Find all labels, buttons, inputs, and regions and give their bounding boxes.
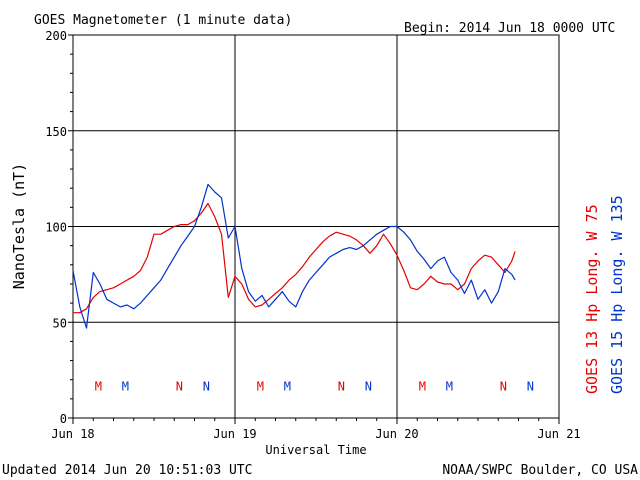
updated-timestamp: Updated 2014 Jun 20 10:51:03 UTC	[2, 463, 252, 478]
annotation-marker: N	[527, 379, 534, 393]
chart-title: GOES Magnetometer (1 minute data)	[34, 13, 292, 28]
legend-goes15: GOES 15 Hp Long. W 135	[608, 195, 626, 394]
annotation-marker: M	[257, 379, 264, 393]
x-axis: Jun 18 Jun 19 Jun 20 Jun 21	[51, 418, 581, 441]
y-tick-label: 50	[53, 316, 67, 330]
x-tick-label: Jun 20	[375, 427, 418, 441]
x-tick-label: Jun 18	[51, 427, 94, 441]
series-lines	[72, 183, 516, 329]
y-tick-label: 200	[45, 29, 67, 43]
annotation-marker: M	[122, 379, 129, 393]
annotation-marker: M	[95, 379, 102, 393]
legend-goes13: GOES 13 Hp Long. W 75	[583, 204, 601, 394]
annotation-marker: N	[203, 379, 210, 393]
y-axis-label: NanoTesla (nT)	[10, 163, 28, 289]
x-tick-label: Jun 21	[537, 427, 580, 441]
series-line-goes15	[72, 183, 516, 329]
y-axis: 0 50 100 150 200	[45, 29, 73, 426]
x-tick-label: Jun 19	[213, 427, 256, 441]
annotation-marker: M	[446, 379, 453, 393]
annotation-marker: N	[365, 379, 372, 393]
series-line-goes13	[73, 202, 516, 314]
grid	[73, 35, 559, 418]
x-axis-label: Universal Time	[265, 443, 366, 457]
annotation-marker: M	[419, 379, 426, 393]
annotation-marker: N	[500, 379, 507, 393]
annotation-marker: N	[338, 379, 345, 393]
y-tick-label: 0	[60, 412, 67, 426]
begin-time: Begin: 2014 Jun 18 0000 UTC	[404, 21, 615, 36]
y-tick-label: 150	[45, 125, 67, 139]
y-tick-label: 100	[45, 221, 67, 235]
annotation-marker: N	[176, 379, 183, 393]
annotation-marker: M	[284, 379, 291, 393]
source-credit: NOAA/SWPC Boulder, CO USA	[442, 463, 638, 478]
